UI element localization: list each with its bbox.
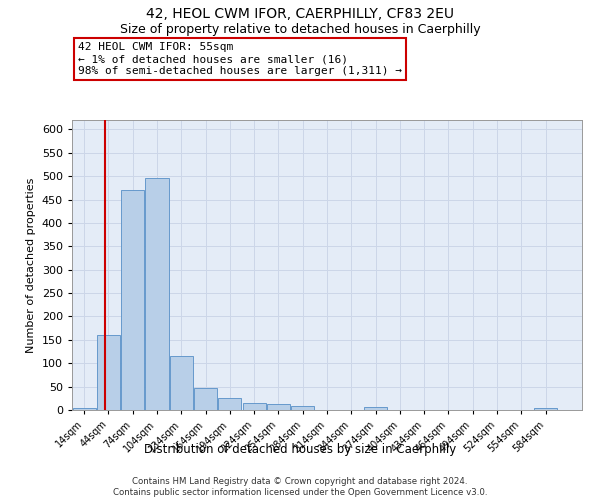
- Bar: [218, 398, 241, 410]
- Bar: [73, 408, 95, 410]
- Text: Size of property relative to detached houses in Caerphilly: Size of property relative to detached ho…: [119, 22, 481, 36]
- Bar: [121, 190, 144, 410]
- Bar: [97, 335, 120, 410]
- Text: Distribution of detached houses by size in Caerphilly: Distribution of detached houses by size …: [144, 442, 456, 456]
- Bar: [194, 388, 217, 410]
- Bar: [534, 408, 557, 410]
- Text: 42, HEOL CWM IFOR, CAERPHILLY, CF83 2EU: 42, HEOL CWM IFOR, CAERPHILLY, CF83 2EU: [146, 8, 454, 22]
- Text: Contains HM Land Registry data © Crown copyright and database right 2024.
Contai: Contains HM Land Registry data © Crown c…: [113, 478, 487, 497]
- Bar: [267, 404, 290, 410]
- Bar: [242, 404, 266, 410]
- Bar: [170, 356, 193, 410]
- Bar: [364, 407, 387, 410]
- Text: 42 HEOL CWM IFOR: 55sqm
← 1% of detached houses are smaller (16)
98% of semi-det: 42 HEOL CWM IFOR: 55sqm ← 1% of detached…: [78, 42, 402, 76]
- Bar: [291, 406, 314, 410]
- Bar: [145, 178, 169, 410]
- Y-axis label: Number of detached properties: Number of detached properties: [26, 178, 36, 352]
